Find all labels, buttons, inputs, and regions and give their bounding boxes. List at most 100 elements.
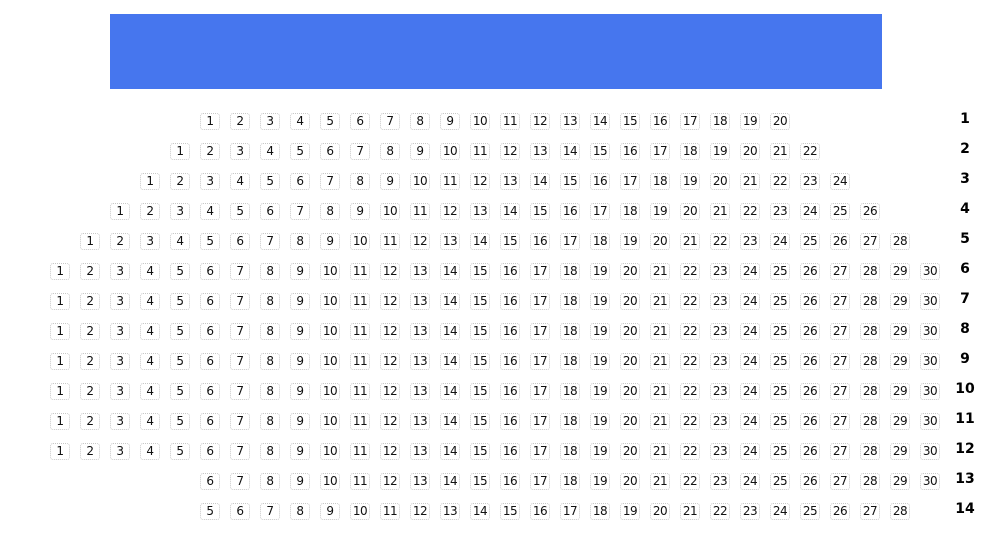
seat[interactable]: 11 (350, 323, 370, 340)
seat[interactable]: 29 (890, 473, 910, 490)
seat[interactable]: 14 (590, 113, 610, 130)
seat[interactable]: 17 (530, 263, 550, 280)
seat[interactable]: 26 (800, 293, 820, 310)
seat[interactable]: 30 (920, 413, 940, 430)
seat[interactable]: 4 (290, 113, 310, 130)
seat[interactable]: 11 (500, 113, 520, 130)
seat[interactable]: 7 (260, 233, 280, 250)
seat[interactable]: 8 (320, 203, 340, 220)
seat[interactable]: 23 (710, 383, 730, 400)
seat[interactable]: 1 (170, 143, 190, 160)
seat[interactable]: 1 (200, 113, 220, 130)
seat[interactable]: 19 (590, 293, 610, 310)
seat[interactable]: 9 (350, 203, 370, 220)
seat[interactable]: 14 (440, 473, 460, 490)
seat[interactable]: 7 (320, 173, 340, 190)
seat[interactable]: 5 (200, 503, 220, 520)
seat[interactable]: 24 (830, 173, 850, 190)
seat[interactable]: 5 (290, 143, 310, 160)
seat[interactable]: 20 (650, 503, 670, 520)
seat[interactable]: 11 (350, 263, 370, 280)
seat[interactable]: 2 (80, 413, 100, 430)
seat[interactable]: 15 (470, 473, 490, 490)
seat[interactable]: 2 (80, 293, 100, 310)
seat[interactable]: 24 (770, 503, 790, 520)
seat[interactable]: 12 (380, 383, 400, 400)
seat[interactable]: 18 (590, 233, 610, 250)
seat[interactable]: 1 (50, 383, 70, 400)
seat[interactable]: 28 (860, 353, 880, 370)
seat[interactable]: 15 (500, 503, 520, 520)
seat[interactable]: 29 (890, 383, 910, 400)
seat[interactable]: 29 (890, 413, 910, 430)
seat[interactable]: 1 (50, 443, 70, 460)
seat[interactable]: 2 (200, 143, 220, 160)
seat[interactable]: 6 (200, 293, 220, 310)
seat[interactable]: 1 (50, 323, 70, 340)
seat[interactable]: 21 (650, 293, 670, 310)
seat[interactable]: 16 (500, 323, 520, 340)
seat[interactable]: 28 (860, 323, 880, 340)
seat[interactable]: 1 (50, 263, 70, 280)
seat[interactable]: 15 (620, 113, 640, 130)
seat[interactable]: 12 (380, 353, 400, 370)
seat[interactable]: 19 (740, 113, 760, 130)
seat[interactable]: 24 (740, 473, 760, 490)
seat[interactable]: 22 (710, 233, 730, 250)
seat[interactable]: 13 (410, 323, 430, 340)
seat[interactable]: 24 (740, 353, 760, 370)
seat[interactable]: 9 (290, 323, 310, 340)
seat[interactable]: 4 (140, 353, 160, 370)
seat[interactable]: 25 (770, 293, 790, 310)
seat[interactable]: 14 (470, 503, 490, 520)
seat[interactable]: 7 (230, 383, 250, 400)
seat[interactable]: 11 (470, 143, 490, 160)
seat[interactable]: 20 (710, 173, 730, 190)
seat[interactable]: 8 (290, 233, 310, 250)
seat[interactable]: 22 (770, 173, 790, 190)
seat[interactable]: 12 (440, 203, 460, 220)
seat[interactable]: 13 (410, 263, 430, 280)
seat[interactable]: 9 (290, 473, 310, 490)
seat[interactable]: 13 (410, 413, 430, 430)
seat[interactable]: 17 (530, 383, 550, 400)
seat[interactable]: 21 (650, 413, 670, 430)
seat[interactable]: 7 (230, 473, 250, 490)
seat[interactable]: 28 (860, 473, 880, 490)
seat[interactable]: 18 (560, 473, 580, 490)
seat[interactable]: 14 (440, 323, 460, 340)
seat[interactable]: 18 (560, 263, 580, 280)
seat[interactable]: 8 (380, 143, 400, 160)
seat[interactable]: 28 (860, 263, 880, 280)
seat[interactable]: 7 (230, 413, 250, 430)
seat[interactable]: 7 (260, 503, 280, 520)
seat[interactable]: 30 (920, 443, 940, 460)
seat[interactable]: 18 (560, 383, 580, 400)
seat[interactable]: 18 (560, 293, 580, 310)
seat[interactable]: 17 (680, 113, 700, 130)
seat[interactable]: 18 (590, 503, 610, 520)
seat[interactable]: 6 (200, 443, 220, 460)
seat[interactable]: 12 (410, 233, 430, 250)
seat[interactable]: 15 (590, 143, 610, 160)
seat[interactable]: 16 (500, 473, 520, 490)
seat[interactable]: 7 (230, 443, 250, 460)
seat[interactable]: 21 (770, 143, 790, 160)
seat[interactable]: 4 (140, 443, 160, 460)
seat[interactable]: 25 (770, 323, 790, 340)
seat[interactable]: 13 (530, 143, 550, 160)
seat[interactable]: 19 (590, 473, 610, 490)
seat[interactable]: 10 (410, 173, 430, 190)
seat[interactable]: 18 (560, 353, 580, 370)
seat[interactable]: 30 (920, 293, 940, 310)
seat[interactable]: 4 (200, 203, 220, 220)
seat[interactable]: 5 (260, 173, 280, 190)
seat[interactable]: 12 (380, 473, 400, 490)
seat[interactable]: 23 (740, 503, 760, 520)
seat[interactable]: 14 (440, 353, 460, 370)
seat[interactable]: 7 (230, 263, 250, 280)
seat[interactable]: 30 (920, 473, 940, 490)
seat[interactable]: 1 (50, 293, 70, 310)
seat[interactable]: 17 (530, 353, 550, 370)
seat[interactable]: 26 (800, 323, 820, 340)
